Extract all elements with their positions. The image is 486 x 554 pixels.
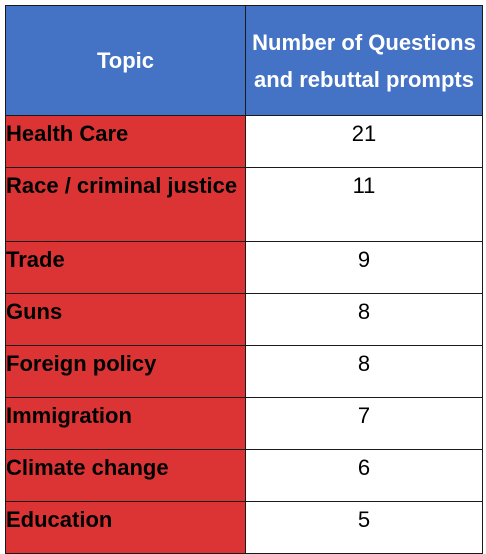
topic-cell: Climate change [5, 449, 246, 502]
table-row: Foreign policy 8 [5, 345, 483, 398]
count-cell: 5 [245, 501, 483, 554]
table-row: Climate change 6 [5, 449, 483, 502]
count-cell: 11 [245, 167, 483, 242]
count-cell: 7 [245, 397, 483, 450]
topic-cell: Race / criminal justice [5, 167, 246, 242]
header-topic: Topic [5, 5, 246, 116]
topic-question-table: Topic Number of Questions and rebuttal p… [5, 5, 483, 554]
table-row: Trade 9 [5, 241, 483, 294]
table-row: Immigration 7 [5, 397, 483, 450]
topic-cell: Guns [5, 293, 246, 346]
table-body: Health Care 21 Race / criminal justice 1… [5, 115, 483, 554]
topic-cell: Education [5, 501, 246, 554]
topic-cell: Immigration [5, 397, 246, 450]
header-question-count: Number of Questions and rebuttal prompts [245, 5, 483, 116]
table-row: Health Care 21 [5, 115, 483, 168]
topic-cell: Trade [5, 241, 246, 294]
table-row: Guns 8 [5, 293, 483, 346]
topic-cell: Health Care [5, 115, 246, 168]
table-row: Education 5 [5, 501, 483, 554]
count-cell: 21 [245, 115, 483, 168]
table-row: Race / criminal justice 11 [5, 167, 483, 242]
header-row: Topic Number of Questions and rebuttal p… [5, 5, 483, 116]
count-cell: 6 [245, 449, 483, 502]
topic-cell: Foreign policy [5, 345, 246, 398]
count-cell: 8 [245, 345, 483, 398]
count-cell: 9 [245, 241, 483, 294]
count-cell: 8 [245, 293, 483, 346]
